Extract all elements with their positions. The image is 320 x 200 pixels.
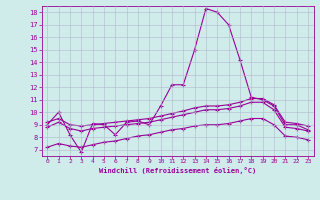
X-axis label: Windchill (Refroidissement éolien,°C): Windchill (Refroidissement éolien,°C) [99,167,256,174]
